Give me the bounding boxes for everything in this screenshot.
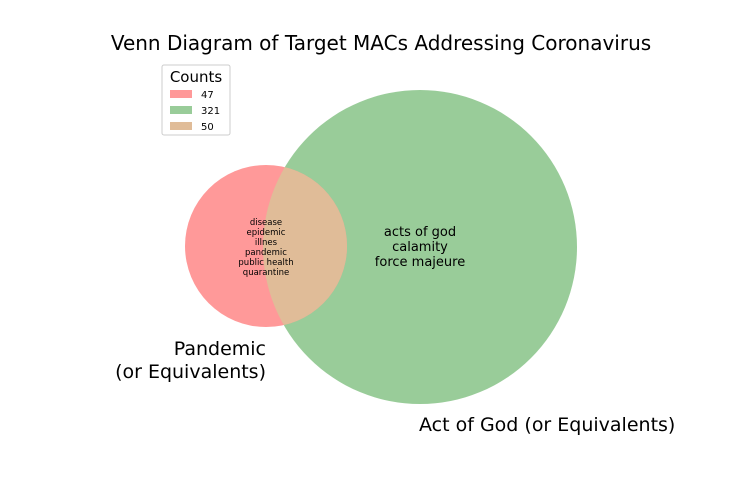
- legend-label: 321: [201, 106, 220, 117]
- act-of-god-label: Act of God (or Equivalents): [419, 414, 675, 436]
- legend-frame: [161, 64, 231, 136]
- overlap-term: quarantine: [243, 268, 289, 278]
- overlap-term: disease: [250, 218, 282, 228]
- right-only-term: calamity: [392, 240, 448, 255]
- legend: Counts 47 321 50: [161, 64, 231, 136]
- overlap-term: pandemic: [245, 248, 287, 258]
- pandemic-label-line: (or Equivalents): [115, 361, 266, 383]
- overlap-term: epidemic: [247, 228, 286, 238]
- legend-label: 50: [201, 122, 214, 133]
- overlap-term: public health: [238, 258, 293, 268]
- right-only-term: acts of god: [384, 225, 456, 240]
- legend-label: 47: [201, 90, 214, 101]
- pandemic-label-line: Pandemic: [174, 338, 266, 360]
- legend-swatch: [170, 106, 192, 114]
- right-only-term: force majeure: [375, 255, 465, 270]
- overlap-term: illnes: [255, 238, 278, 248]
- diagram-title: Venn Diagram of Target MACs Addressing C…: [111, 31, 651, 55]
- legend-swatch: [170, 122, 192, 130]
- right-only-terms: acts of god calamity force majeure: [375, 225, 465, 270]
- legend-swatch: [170, 90, 192, 98]
- overlap-terms: disease epidemic illnes pandemic public …: [238, 218, 293, 278]
- act-of-god-circle: [263, 90, 577, 404]
- legend-title: Counts: [170, 68, 223, 86]
